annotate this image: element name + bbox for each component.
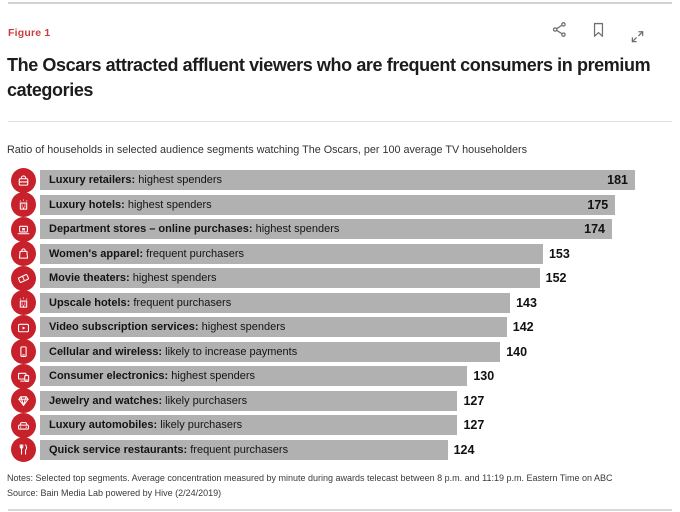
chart-row: Cellular and wireless: likely to increas… [11, 339, 635, 365]
chart-row: Women's apparel: frequent purchasers 153 [11, 241, 635, 267]
hotel-building-icon [11, 290, 36, 316]
bar-label: Luxury retailers: highest spenders [49, 174, 223, 187]
title-divider [8, 121, 672, 122]
bar-track: Women's apparel: frequent purchasers 153 [40, 243, 635, 264]
notes-text: Notes: Selected top segments. Average co… [7, 473, 613, 483]
chart-subtitle: Ratio of households in selected audience… [7, 144, 527, 156]
bar-value: 140 [506, 344, 528, 359]
chart-row: Video subscription services: highest spe… [11, 314, 635, 340]
top-divider [8, 2, 672, 4]
bar: Consumer electronics: highest spenders [40, 366, 468, 387]
bar-value: 175 [587, 197, 609, 212]
bar: Cellular and wireless: likely to increas… [40, 341, 501, 362]
chart-row: Consumer electronics: highest spenders 13… [11, 363, 635, 389]
bar-track: Luxury automobiles: likely purchasers 127 [40, 415, 635, 436]
chart-row: Jewelry and watches: likely purchasers 12… [11, 388, 635, 414]
video-play-icon [11, 314, 36, 340]
car-icon [11, 412, 36, 438]
bar-value: 124 [453, 442, 475, 457]
bar: Women's apparel: frequent purchasers [40, 243, 543, 264]
chart-row: Movie theaters: highest spenders 152 [11, 265, 635, 291]
bar-track: Luxury hotels: highest spenders 175 [40, 194, 635, 215]
bar: Luxury retailers: highest spenders 181 [40, 170, 635, 191]
consumer-devices-icon [11, 363, 36, 389]
bar-track: Department stores – online purchases: hi… [40, 219, 635, 240]
bar: Department stores – online purchases: hi… [40, 219, 612, 240]
bar: Upscale hotels: frequent purchasers [40, 292, 511, 313]
bar-track: Movie theaters: highest spenders 152 [40, 268, 635, 289]
chart-row: Quick service restaurants: frequent purc… [11, 437, 635, 463]
bar-label: Cellular and wireless: likely to increas… [49, 345, 298, 358]
bar-label: Movie theaters: highest spenders [49, 272, 217, 285]
bar-label: Consumer electronics: highest spenders [49, 370, 256, 383]
toolbar [550, 20, 647, 46]
bar-label: Quick service restaurants: frequent purc… [49, 443, 289, 456]
bar-label: Upscale hotels: frequent purchasers [49, 296, 232, 309]
bar-value: 127 [463, 418, 485, 433]
bar-value: 152 [545, 271, 567, 286]
bar-chart: Luxury retailers: highest spenders 181 Lux… [11, 167, 635, 463]
bar-value: 153 [548, 246, 570, 261]
bar-label: Women's apparel: frequent purchasers [49, 247, 244, 260]
hotel-building-icon [11, 192, 36, 218]
bookmark-icon[interactable] [589, 20, 608, 39]
bar-label: Luxury automobiles: likely purchasers [49, 419, 243, 432]
bar-value: 142 [512, 320, 534, 335]
bar-track: Jewelry and watches: likely purchasers 12… [40, 390, 635, 411]
chart-row: Luxury automobiles: likely purchasers 127 [11, 412, 635, 438]
bar-track: Upscale hotels: frequent purchasers 143 [40, 292, 635, 313]
shopping-bag-icon [11, 241, 36, 267]
diamond-icon [11, 388, 36, 414]
chart-row: Department stores – online purchases: hi… [11, 216, 635, 242]
expand-icon[interactable] [628, 27, 647, 46]
chart-row: Luxury retailers: highest spenders 181 [11, 167, 635, 193]
bar-label: Luxury hotels: highest spenders [49, 198, 212, 211]
bar-track: Consumer electronics: highest spenders 13… [40, 366, 635, 387]
bar: Jewelry and watches: likely purchasers [40, 390, 458, 411]
bar: Video subscription services: highest spe… [40, 317, 507, 338]
bar-value: 143 [516, 295, 537, 310]
bar-track: Quick service restaurants: frequent purc… [40, 439, 635, 460]
bottom-divider [8, 509, 672, 511]
bar-label: Department stores – online purchases: hi… [49, 223, 340, 236]
cutlery-icon [11, 437, 36, 463]
share-icon[interactable] [550, 20, 569, 39]
figure-label: Figure 1 [8, 27, 51, 39]
bar-track: Luxury retailers: highest spenders 181 [40, 170, 635, 191]
online-store-icon [11, 216, 36, 242]
chart-row: Luxury hotels: highest spenders 175 [11, 192, 635, 218]
bar: Luxury automobiles: likely purchasers [40, 415, 458, 436]
bar-track: Cellular and wireless: likely to increas… [40, 341, 635, 362]
bar-value: 130 [473, 369, 495, 384]
chart-row: Upscale hotels: frequent purchasers 143 [11, 290, 635, 316]
bar: Luxury hotels: highest spenders 175 [40, 194, 616, 215]
bar-value: 127 [463, 393, 485, 408]
page-title: The Oscars attracted affluent viewers wh… [7, 55, 651, 100]
bar: Quick service restaurants: frequent purc… [40, 439, 448, 460]
bar-value: 174 [584, 222, 605, 237]
bar-value: 181 [607, 173, 628, 188]
movie-ticket-icon [11, 265, 36, 291]
source-text: Source: Bain Media Lab powered by Hive (… [7, 488, 222, 498]
smartphone-icon [11, 339, 36, 365]
handbag-icon [11, 167, 36, 193]
bar-label: Jewelry and watches: likely purchasers [49, 394, 248, 407]
bar: Movie theaters: highest spenders [40, 268, 540, 289]
bar-track: Video subscription services: highest spe… [40, 317, 635, 338]
bar-label: Video subscription services: highest spe… [49, 321, 286, 334]
